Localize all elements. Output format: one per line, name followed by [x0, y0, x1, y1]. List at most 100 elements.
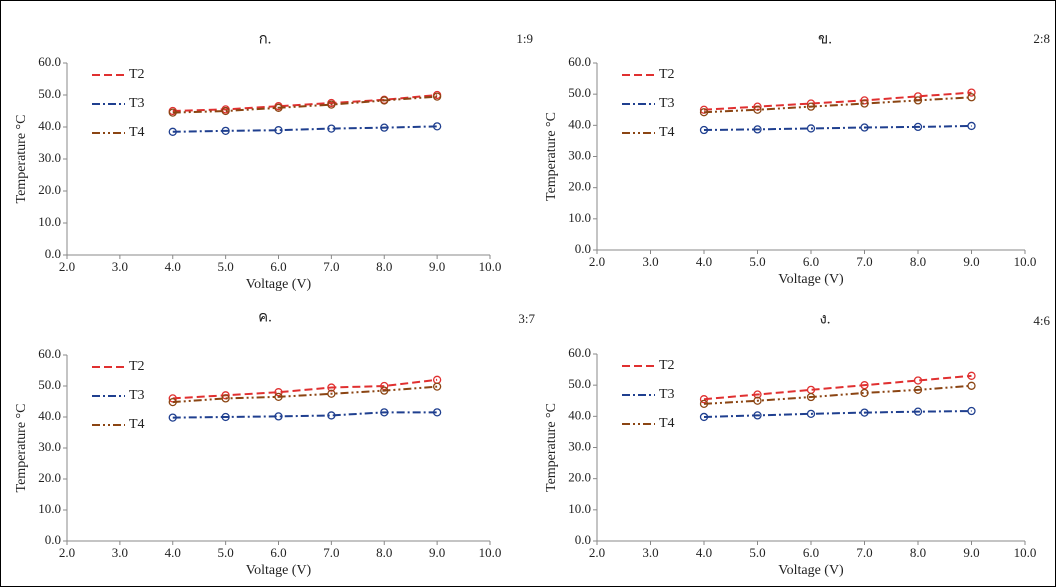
x-tick-label: 9.0 — [963, 545, 979, 560]
x-tick-label: 2.0 — [59, 545, 75, 560]
data-point — [380, 123, 389, 132]
chart-subtitle: 1:9 — [516, 31, 533, 46]
data-point — [327, 383, 336, 392]
legend-label: T4 — [659, 416, 675, 431]
legend-label: T2 — [129, 67, 145, 82]
data-point — [753, 396, 762, 405]
data-point — [274, 388, 283, 397]
y-tick-label: 10.0 — [38, 501, 61, 516]
data-point — [699, 395, 709, 404]
x-axis-label: Voltage (V) — [778, 563, 844, 578]
data-point — [221, 106, 230, 116]
x-axis-label: Voltage (V) — [246, 563, 312, 578]
series-line — [172, 94, 438, 112]
data-point — [327, 411, 336, 420]
x-tick-label: 9.0 — [963, 254, 979, 269]
data-point — [327, 124, 336, 133]
y-tick-label: 40.0 — [568, 116, 591, 131]
x-tick-label: 8.0 — [376, 259, 392, 274]
legend-label: T4 — [129, 125, 145, 140]
legend-label: T2 — [659, 67, 675, 82]
y-tick-label: 0.0 — [575, 532, 591, 547]
data-point — [274, 392, 283, 402]
y-tick-label: 30.0 — [38, 150, 61, 165]
data-point — [860, 408, 869, 417]
y-tick-label: 0.0 — [45, 532, 61, 547]
x-tick-label: 7.0 — [323, 259, 339, 274]
chart-title: ง. — [819, 311, 830, 327]
data-point — [913, 407, 923, 416]
x-tick-label: 3.0 — [642, 254, 658, 269]
series-line — [172, 378, 438, 400]
y-tick-label: 60.0 — [568, 345, 591, 360]
x-tick-label: 4.0 — [696, 254, 712, 269]
series-line — [172, 411, 438, 419]
data-point — [380, 386, 389, 395]
x-tick-label: 2.0 — [589, 254, 605, 269]
x-tick-label: 9.0 — [429, 545, 445, 560]
y-axis-label: Temperature °C — [544, 403, 559, 492]
data-point — [753, 390, 762, 399]
data-point — [432, 408, 442, 417]
y-tick-label: 60.0 — [568, 54, 591, 69]
data-point — [699, 108, 709, 117]
y-tick-label: 60.0 — [38, 346, 61, 361]
x-tick-label: 6.0 — [270, 259, 286, 274]
x-tick-label: 10.0 — [479, 259, 502, 274]
chart-title: ก. — [259, 31, 272, 47]
data-point — [432, 122, 442, 131]
series-line — [703, 374, 972, 401]
series-line — [703, 96, 972, 114]
y-tick-label: 0.0 — [575, 241, 591, 256]
x-tick-label: 4.0 — [696, 545, 712, 560]
series-line — [172, 125, 438, 133]
data-point — [168, 108, 177, 117]
y-tick-label: 0.0 — [45, 246, 61, 261]
x-tick-label: 4.0 — [165, 259, 181, 274]
y-tick-label: 20.0 — [38, 182, 61, 197]
data-point — [860, 99, 869, 108]
x-tick-label: 10.0 — [479, 545, 502, 560]
y-tick-label: 50.0 — [38, 377, 61, 392]
data-point — [860, 123, 869, 132]
data-point — [699, 399, 709, 409]
x-tick-label: 10.0 — [1014, 254, 1037, 269]
legend-label: T3 — [129, 96, 145, 111]
data-point — [860, 96, 869, 105]
y-tick-label: 30.0 — [568, 438, 591, 453]
x-tick-label: 7.0 — [856, 545, 872, 560]
series-line — [703, 410, 972, 418]
data-point — [380, 408, 389, 417]
data-point — [806, 392, 816, 402]
legend-label: T2 — [129, 359, 145, 374]
chart-title: ค. — [258, 309, 272, 325]
chart-title: ข. — [818, 31, 832, 47]
y-tick-label: 40.0 — [38, 118, 61, 133]
y-tick-label: 40.0 — [568, 407, 591, 422]
data-point — [753, 411, 762, 420]
data-point — [860, 388, 869, 398]
y-tick-label: 50.0 — [568, 85, 591, 100]
data-point — [699, 412, 709, 422]
data-point — [967, 121, 976, 131]
x-tick-label: 3.0 — [112, 545, 128, 560]
y-tick-label: 10.0 — [568, 501, 591, 516]
x-tick-label: 3.0 — [642, 545, 658, 560]
data-point — [806, 124, 816, 133]
legend-label: T3 — [659, 387, 675, 402]
data-point — [913, 385, 923, 394]
data-point — [168, 127, 177, 136]
y-tick-label: 20.0 — [568, 179, 591, 194]
data-point — [860, 381, 869, 390]
x-tick-label: 8.0 — [376, 545, 392, 560]
legend-label: T2 — [659, 358, 675, 373]
x-tick-label: 7.0 — [323, 545, 339, 560]
data-point — [432, 92, 442, 101]
x-tick-label: 8.0 — [910, 545, 926, 560]
x-axis-label: Voltage (V) — [246, 277, 312, 292]
data-point — [274, 412, 283, 421]
data-point — [221, 391, 230, 400]
y-tick-label: 20.0 — [568, 470, 591, 485]
x-tick-label: 3.0 — [112, 259, 128, 274]
x-tick-label: 5.0 — [218, 259, 234, 274]
